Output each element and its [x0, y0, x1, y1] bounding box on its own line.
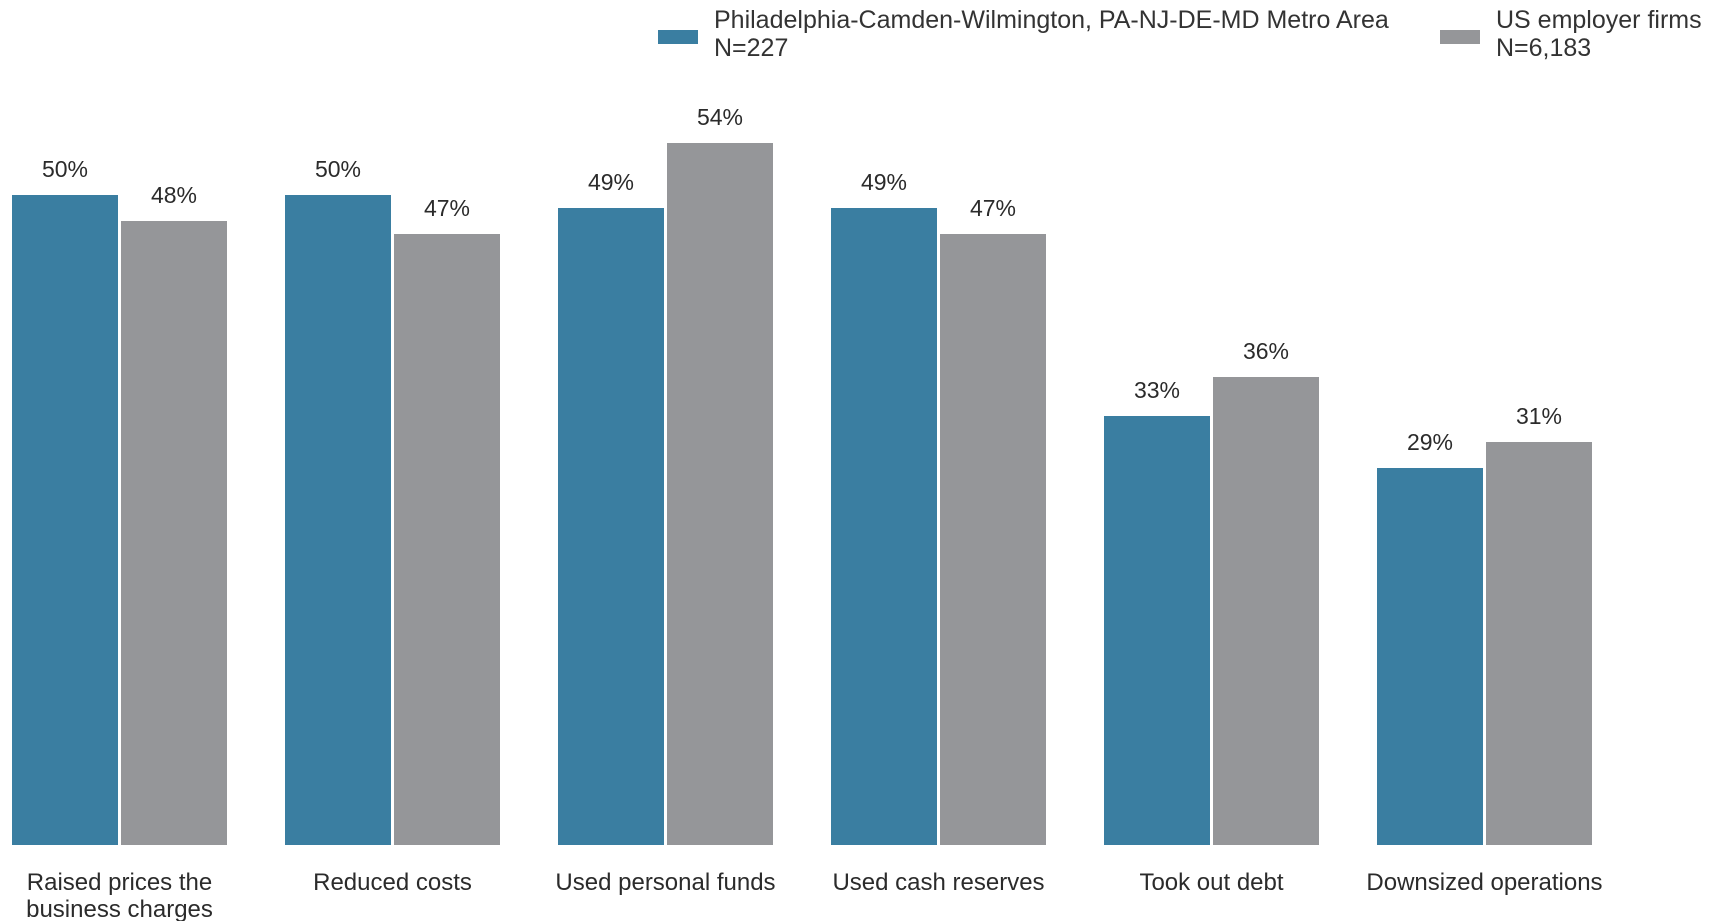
legend-n-series-2: N=6,183: [1496, 34, 1591, 62]
legend-label-series-1: Philadelphia-Camden-Wilmington, PA-NJ-DE…: [714, 6, 1389, 34]
data-label-series-1-cat-4: 49%: [861, 169, 907, 195]
category-label-1: Raised prices the business charges: [26, 869, 213, 921]
data-label-series-2-cat-4: 47%: [970, 195, 1016, 221]
category-label-4-line-1: Used cash reserves: [832, 869, 1044, 896]
bar-series-1-cat-2: [285, 195, 391, 845]
data-label-series-2-cat-1: 48%: [151, 182, 197, 208]
category-label-3: Used personal funds: [555, 869, 775, 896]
data-label-series-1-cat-2: 50%: [315, 156, 361, 182]
data-label-series-1-cat-5: 33%: [1134, 377, 1180, 403]
legend-swatch-series-1: [658, 30, 698, 44]
bar-series-2-cat-5: [1213, 377, 1319, 845]
category-label-5: Took out debt: [1139, 869, 1283, 896]
data-label-series-2-cat-3: 54%: [697, 104, 743, 130]
legend-label-series-2: US employer firms: [1496, 6, 1702, 34]
legend-item-series-1: Philadelphia-Camden-Wilmington, PA-NJ-DE…: [658, 6, 1389, 62]
bar-series-2-cat-4: [940, 234, 1046, 845]
bar-series-1-cat-5: [1104, 416, 1210, 845]
category-label-6-line-1: Downsized operations: [1366, 869, 1602, 896]
plot-area: 50% 48% Raised prices the business charges 5…: [12, 104, 1603, 921]
bar-series-1-cat-1: [12, 195, 118, 845]
data-label-series-1-cat-3: 49%: [588, 169, 634, 195]
bar-series-2-cat-3: [667, 143, 773, 845]
category-label-5-line-1: Took out debt: [1139, 869, 1283, 896]
legend-swatch-series-2: [1440, 30, 1480, 44]
category-label-2: Reduced costs: [313, 869, 472, 896]
data-label-series-2-cat-6: 31%: [1516, 403, 1562, 429]
data-label-series-1-cat-6: 29%: [1407, 429, 1453, 455]
category-label-2-line-1: Reduced costs: [313, 869, 472, 896]
legend-item-series-2: US employer firms N=6,183: [1440, 6, 1702, 62]
category-label-1-line-1: Raised prices the: [27, 869, 212, 896]
bar-series-2-cat-2: [394, 234, 500, 845]
bar-series-2-cat-6: [1486, 442, 1592, 845]
category-label-4: Used cash reserves: [832, 869, 1044, 896]
data-label-series-1-cat-1: 50%: [42, 156, 88, 182]
bar-series-2-cat-1: [121, 221, 227, 845]
category-label-3-line-1: Used personal funds: [555, 869, 775, 896]
category-label-6: Downsized operations: [1366, 869, 1602, 896]
data-label-series-2-cat-5: 36%: [1243, 338, 1289, 364]
legend-n-series-1: N=227: [714, 34, 788, 62]
data-label-series-2-cat-2: 47%: [424, 195, 470, 221]
category-label-1-line-2: business charges: [26, 896, 213, 921]
legend: Philadelphia-Camden-Wilmington, PA-NJ-DE…: [658, 6, 1702, 62]
bar-series-1-cat-4: [831, 208, 937, 845]
bar-series-1-cat-3: [558, 208, 664, 845]
bar-series-1-cat-6: [1377, 468, 1483, 845]
